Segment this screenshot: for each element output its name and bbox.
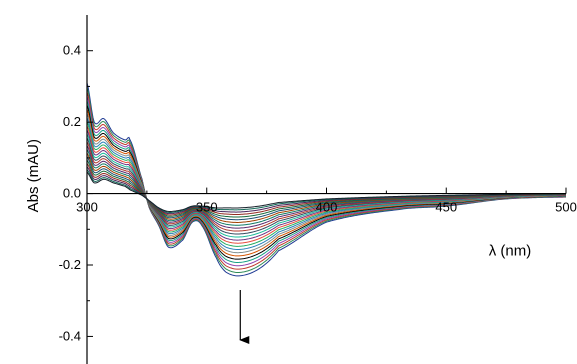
x-tick-label: 300 [76, 200, 98, 215]
spectrum-line-10 [86, 121, 567, 247]
y-tick-label: -0.4 [59, 328, 81, 343]
y-tick-label: 0.2 [63, 114, 81, 129]
x-tick-label: 450 [435, 200, 457, 215]
labels-layer: 0.4 0.2 0.0 -0.2 -0.4 300 350 400 450 500 λ (nm) Ab… [25, 43, 577, 344]
spectrum-line-9 [86, 117, 567, 250]
x-tick-label: 350 [196, 200, 218, 215]
spectrum-line-24 [86, 171, 567, 212]
spectrum-line-8 [86, 113, 567, 254]
series-layer [86, 82, 567, 277]
axes-layer [86, 15, 567, 364]
spectrum-line-7 [86, 108, 567, 257]
y-tick-label: -0.2 [59, 257, 81, 272]
spectrum-line-6 [86, 104, 567, 260]
y-tick-label: 0.0 [63, 186, 81, 201]
x-tick-label: 500 [555, 200, 577, 215]
spectrum-line-4 [86, 95, 567, 267]
y-tick-label: 0.4 [63, 43, 81, 58]
y-axis-title: Abs (mAU) [25, 139, 42, 212]
x-axis-title: λ (nm) [489, 243, 532, 260]
x-tick-label: 400 [316, 200, 338, 215]
spectrum-line-5 [86, 100, 567, 263]
